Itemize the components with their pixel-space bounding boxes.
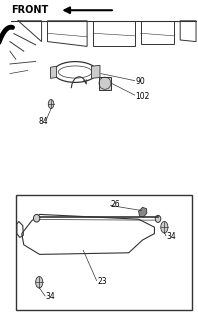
Text: 26: 26 — [111, 200, 121, 209]
Text: FRONT: FRONT — [11, 5, 48, 15]
Bar — [16, 195, 192, 310]
Polygon shape — [139, 207, 147, 217]
Ellipse shape — [33, 214, 40, 222]
Text: 84: 84 — [39, 117, 48, 126]
Polygon shape — [91, 65, 100, 78]
Text: 34: 34 — [46, 292, 55, 301]
Text: 34: 34 — [166, 232, 176, 241]
Circle shape — [36, 276, 43, 288]
Circle shape — [161, 221, 168, 233]
Circle shape — [48, 100, 54, 108]
Text: 102: 102 — [136, 92, 150, 100]
Text: 23: 23 — [97, 277, 107, 286]
Polygon shape — [50, 66, 56, 78]
Ellipse shape — [155, 215, 161, 222]
Polygon shape — [99, 77, 111, 90]
Text: 90: 90 — [136, 77, 145, 86]
